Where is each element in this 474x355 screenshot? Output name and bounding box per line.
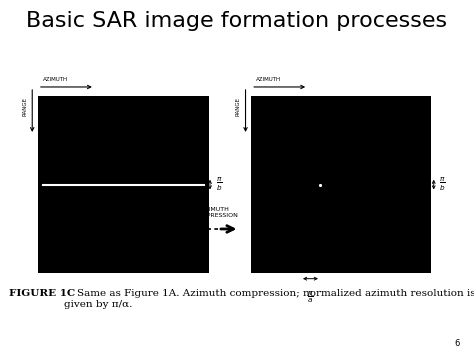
Text: AZIMUTH: AZIMUTH xyxy=(256,77,281,82)
Text: AZIMUTH
COMPRESSION: AZIMUTH COMPRESSION xyxy=(193,207,238,218)
Text: FIGURE 1C: FIGURE 1C xyxy=(9,289,76,298)
Text: AZIMUTH: AZIMUTH xyxy=(43,77,68,82)
Text: Same as Figure 1A. Azimuth compression; normalized azimuth resolution is
given b: Same as Figure 1A. Azimuth compression; … xyxy=(64,289,474,309)
Text: 6: 6 xyxy=(455,339,460,348)
Text: RANGE: RANGE xyxy=(22,97,27,116)
Bar xyxy=(38,96,209,273)
Text: $\frac{\pi}{a}$: $\frac{\pi}{a}$ xyxy=(307,289,314,305)
Text: $\frac{\pi}{b}$: $\frac{\pi}{b}$ xyxy=(439,176,446,193)
Bar xyxy=(251,96,431,273)
Text: RANGE: RANGE xyxy=(236,97,241,116)
Text: Basic SAR image formation processes: Basic SAR image formation processes xyxy=(27,11,447,31)
Text: $\frac{\pi}{b}$: $\frac{\pi}{b}$ xyxy=(216,176,222,193)
